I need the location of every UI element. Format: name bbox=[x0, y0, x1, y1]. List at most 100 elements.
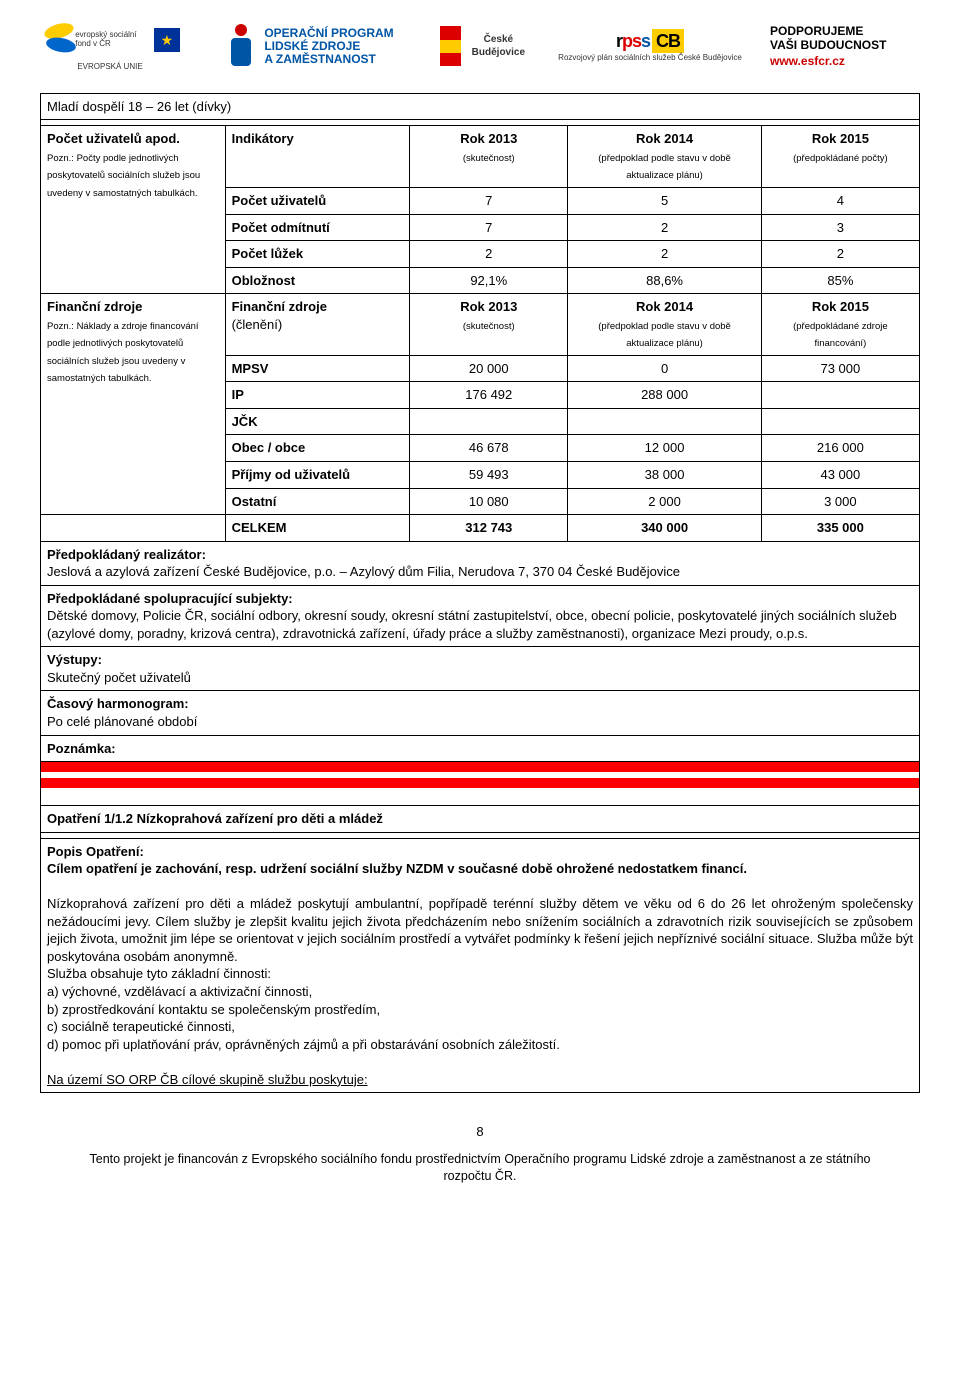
opatreni-para1: Nízkoprahová zařízení pro děti a mládež … bbox=[47, 895, 913, 965]
fin-total-v3: 335 000 bbox=[761, 515, 919, 542]
fin-r0-v2: 0 bbox=[568, 355, 761, 382]
fin-r0-v1: 20 000 bbox=[410, 355, 568, 382]
fin-r0-v3: 73 000 bbox=[761, 355, 919, 382]
op-label1: OPERAČNÍ PROGRAM bbox=[264, 27, 393, 40]
fin-h3-sub: (předpokládané zdroje financování) bbox=[793, 321, 888, 350]
indik-h3: Rok 2015 (předpokládané počty) bbox=[761, 126, 919, 188]
fin-r1-v1: 176 492 bbox=[410, 382, 568, 409]
poznamka-label: Poznámka: bbox=[47, 741, 116, 756]
indik-r3-label: Obložnost bbox=[225, 267, 410, 294]
fin-total-v2: 340 000 bbox=[568, 515, 761, 542]
pod-link: www.esfcr.cz bbox=[770, 53, 845, 69]
fin-h3: Rok 2015 (předpokládané zdroje financová… bbox=[761, 294, 919, 356]
opatreni-item-c: c) sociálně terapeutické činnosti, bbox=[47, 1019, 235, 1034]
indik-r0-v3: 4 bbox=[761, 187, 919, 214]
fin-h2: Rok 2014 (předpoklad podle stavu v době … bbox=[568, 294, 761, 356]
fin-h0a: Finanční zdroje bbox=[232, 299, 327, 314]
fin-r4-v2: 38 000 bbox=[568, 462, 761, 489]
harmonogram-text: Po celé plánované období bbox=[47, 714, 197, 729]
opatreni-title: Opatření 1/1.2 Nízkoprahová zařízení pro… bbox=[41, 806, 920, 833]
fin-r2-label: JČK bbox=[225, 408, 410, 435]
indik-r0-v2: 5 bbox=[568, 187, 761, 214]
fin-total-label: CELKEM bbox=[225, 515, 410, 542]
red-separator bbox=[41, 762, 920, 772]
fin-r4-v3: 43 000 bbox=[761, 462, 919, 489]
indik-side-bold: Počet uživatelů bbox=[47, 131, 142, 146]
fin-r5-label: Ostatní bbox=[225, 488, 410, 515]
fin-h3-main: Rok 2015 bbox=[812, 299, 869, 314]
eu-label: EVROPSKÁ UNIE bbox=[77, 62, 142, 73]
realizator-cell: Předpokládaný realizátor: Jeslová a azyl… bbox=[41, 541, 920, 585]
indik-r2-v3: 2 bbox=[761, 241, 919, 268]
poznamka-cell: Poznámka: bbox=[41, 735, 920, 762]
opatreni-item-b: b) zprostředkování kontaktu se společens… bbox=[47, 1002, 380, 1017]
opatreni-popis-label: Popis Opatření: bbox=[47, 844, 144, 859]
indik-r2-label: Počet lůžek bbox=[225, 241, 410, 268]
indik-h0: Indikátory bbox=[225, 126, 410, 188]
fin-r2-v1 bbox=[410, 408, 568, 435]
opatreni-item-d: d) pomoc při uplatňování práv, oprávněný… bbox=[47, 1037, 560, 1052]
realizator-label: Předpokládaný realizátor: bbox=[47, 547, 206, 562]
indik-side-after: apod. bbox=[142, 131, 180, 146]
fin-r3-label: Obec / obce bbox=[225, 435, 410, 462]
vystupy-text: Skutečný počet uživatelů bbox=[47, 670, 191, 685]
opatreni-footer-line: Na území SO ORP ČB cílové skupině službu… bbox=[47, 1072, 368, 1087]
fin-h2-sub: (předpoklad podle stavu v době aktualiza… bbox=[598, 321, 731, 350]
page-footer: Tento projekt je financován z Evropského… bbox=[40, 1151, 920, 1185]
indik-h2-main: Rok 2014 bbox=[636, 131, 693, 146]
fin-total-v1: 312 743 bbox=[410, 515, 568, 542]
fin-r0-label: MPSV bbox=[225, 355, 410, 382]
fin-h2-main: Rok 2014 bbox=[636, 299, 693, 314]
fin-r3-v3: 216 000 bbox=[761, 435, 919, 462]
cb-label: České Budějovice bbox=[467, 33, 530, 60]
indik-side: Počet uživatelů apod. Pozn.: Počty podle… bbox=[41, 126, 226, 294]
fin-h0b: (členění) bbox=[232, 317, 283, 332]
title-cell: Mladí dospělí 18 – 26 let (dívky) bbox=[41, 93, 920, 120]
logo-cb: České Budějovice bbox=[440, 26, 530, 66]
esf-swirl-icon bbox=[40, 20, 69, 60]
indik-r3-v2: 88,6% bbox=[568, 267, 761, 294]
fin-r3-v1: 46 678 bbox=[410, 435, 568, 462]
indik-r3-v3: 85% bbox=[761, 267, 919, 294]
fin-side-bold: Finanční zdroje bbox=[47, 299, 142, 314]
vystupy-cell: Výstupy: Skutečný počet uživatelů bbox=[41, 647, 920, 691]
indik-h1-main: Rok 2013 bbox=[460, 131, 517, 146]
opatreni-popis-bold: Cílem opatření je zachování, resp. udrže… bbox=[47, 860, 913, 878]
indik-h3-main: Rok 2015 bbox=[812, 131, 869, 146]
opatreni-popis-cell: Popis Opatření: Cílem opatření je zachov… bbox=[41, 838, 920, 1093]
content-table: Mladí dospělí 18 – 26 let (dívky) Počet … bbox=[40, 93, 920, 1094]
logo-esf: evropský sociální fond v ČR ★ EVROPSKÁ U… bbox=[40, 20, 180, 73]
fin-h1-main: Rok 2013 bbox=[460, 299, 517, 314]
indik-h1: Rok 2013 (skutečnost) bbox=[410, 126, 568, 188]
realizator-text: Jeslová a azylová zařízení České Budějov… bbox=[47, 564, 680, 579]
indik-h2: Rok 2014 (předpoklad podle stavu v době … bbox=[568, 126, 761, 188]
logo-rpss: rpssCB Rozvojový plán sociálních služeb … bbox=[555, 29, 745, 64]
page-container: evropský sociální fond v ČR ★ EVROPSKÁ U… bbox=[0, 0, 960, 1215]
indik-r0-v1: 7 bbox=[410, 187, 568, 214]
fin-h0: Finanční zdroje (členění) bbox=[225, 294, 410, 356]
indik-r2-v2: 2 bbox=[568, 241, 761, 268]
fin-h1: Rok 2013 (skutečnost) bbox=[410, 294, 568, 356]
harmonogram-cell: Časový harmonogram: Po celé plánované ob… bbox=[41, 691, 920, 735]
indik-h1-sub: (skutečnost) bbox=[463, 153, 515, 164]
pod-line2: VAŠI BUDOUCNOST bbox=[770, 38, 886, 52]
opatreni-para2: Služba obsahuje tyto základní činnosti: bbox=[47, 966, 271, 981]
fin-r1-label: IP bbox=[225, 382, 410, 409]
logo-pod: PODPORUJEME VAŠI BUDOUCNOST www.esfcr.cz bbox=[770, 24, 920, 69]
subjekty-cell: Předpokládané spolupracující subjekty: D… bbox=[41, 585, 920, 647]
eu-flag-icon: ★ bbox=[154, 28, 180, 52]
fin-r5-v3: 3 000 bbox=[761, 488, 919, 515]
fin-r1-v3 bbox=[761, 382, 919, 409]
fin-side-note: Pozn.: Náklady a zdroje financování podl… bbox=[47, 321, 199, 385]
indik-r1-label: Počet odmítnutí bbox=[225, 214, 410, 241]
indik-r2-v1: 2 bbox=[410, 241, 568, 268]
indik-h3-sub: (předpokládané počty) bbox=[793, 153, 888, 164]
op-person-icon bbox=[226, 24, 256, 68]
fin-r2-v2 bbox=[568, 408, 761, 435]
subjekty-text: Dětské domovy, Policie ČR, sociální odbo… bbox=[47, 608, 897, 641]
esf-label: evropský sociální fond v ČR bbox=[75, 30, 136, 48]
opatreni-item-a: a) výchovné, vzdělávací a aktivizační či… bbox=[47, 984, 312, 999]
fin-r4-v1: 59 493 bbox=[410, 462, 568, 489]
cb-flag-icon bbox=[440, 26, 461, 66]
subjekty-label: Předpokládané spolupracující subjekty: bbox=[47, 591, 293, 606]
